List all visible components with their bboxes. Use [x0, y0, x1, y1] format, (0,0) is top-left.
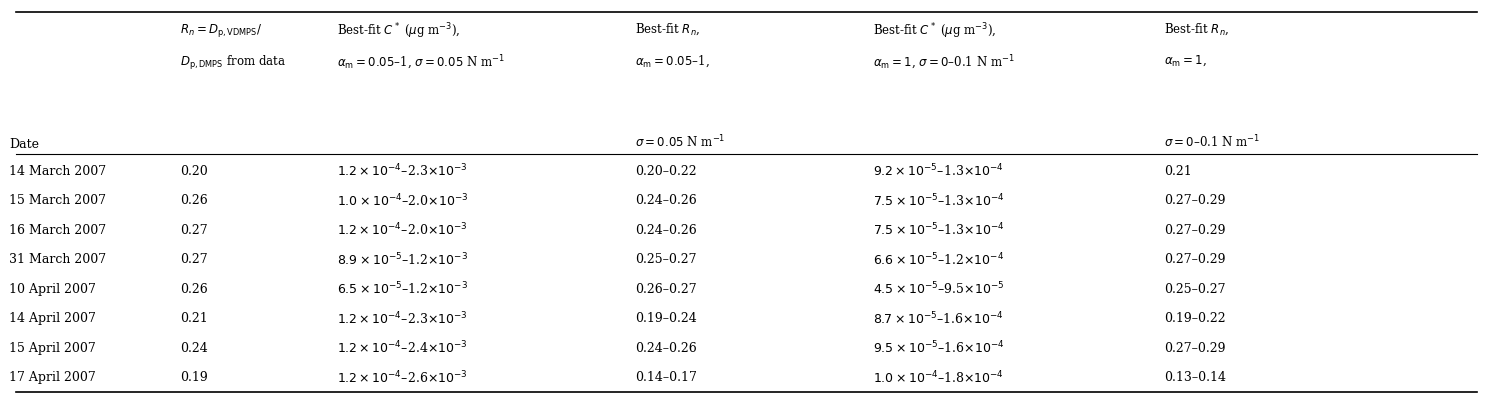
- Text: Best-fit $C^*$ ($\mu$g m$^{-3}$),: Best-fit $C^*$ ($\mu$g m$^{-3}$),: [873, 21, 997, 41]
- Text: 0.26–0.27: 0.26–0.27: [635, 282, 696, 295]
- Text: $1.0\times10^{-4}$–2.0$\times10^{-3}$: $1.0\times10^{-4}$–2.0$\times10^{-3}$: [337, 192, 467, 209]
- Text: $1.2\times10^{-4}$–2.3$\times10^{-3}$: $1.2\times10^{-4}$–2.3$\times10^{-3}$: [337, 310, 467, 326]
- Text: 15 April 2007: 15 April 2007: [9, 341, 96, 354]
- Text: 0.24–0.26: 0.24–0.26: [635, 223, 696, 236]
- Text: 0.19–0.24: 0.19–0.24: [635, 311, 696, 324]
- Text: $7.5\times10^{-5}$–1.3$\times10^{-4}$: $7.5\times10^{-5}$–1.3$\times10^{-4}$: [873, 192, 1005, 209]
- Text: 0.20: 0.20: [181, 164, 208, 177]
- Text: 0.13–0.14: 0.13–0.14: [1163, 370, 1226, 383]
- Text: $D_{\rm p,DMPS}$ from data: $D_{\rm p,DMPS}$ from data: [181, 54, 287, 72]
- Text: $1.2\times10^{-4}$–2.4$\times10^{-3}$: $1.2\times10^{-4}$–2.4$\times10^{-3}$: [337, 339, 467, 356]
- Text: 0.24–0.26: 0.24–0.26: [635, 341, 696, 354]
- Text: 15 March 2007: 15 March 2007: [9, 194, 106, 207]
- Text: $7.5\times10^{-5}$–1.3$\times10^{-4}$: $7.5\times10^{-5}$–1.3$\times10^{-4}$: [873, 222, 1005, 238]
- Text: $6.5\times10^{-5}$–1.2$\times10^{-3}$: $6.5\times10^{-5}$–1.2$\times10^{-3}$: [337, 280, 467, 297]
- Text: $4.5\times10^{-5}$–9.5$\times10^{-5}$: $4.5\times10^{-5}$–9.5$\times10^{-5}$: [873, 280, 1005, 297]
- Text: 0.25–0.27: 0.25–0.27: [1163, 282, 1226, 295]
- Text: $\alpha_{\rm m} = 1$, $\sigma = 0$–0.1 N m$^{-1}$: $\alpha_{\rm m} = 1$, $\sigma = 0$–0.1 N…: [873, 54, 1015, 72]
- Text: $\sigma = 0.05$ N m$^{-1}$: $\sigma = 0.05$ N m$^{-1}$: [635, 134, 726, 150]
- Text: 0.27–0.29: 0.27–0.29: [1163, 253, 1226, 266]
- Text: 0.20–0.22: 0.20–0.22: [635, 164, 696, 177]
- Text: $9.5\times10^{-5}$–1.6$\times10^{-4}$: $9.5\times10^{-5}$–1.6$\times10^{-4}$: [873, 339, 1005, 356]
- Text: $6.6\times10^{-5}$–1.2$\times10^{-4}$: $6.6\times10^{-5}$–1.2$\times10^{-4}$: [873, 251, 1005, 267]
- Text: 0.21: 0.21: [181, 311, 208, 324]
- Text: $\sigma = 0$–0.1 N m$^{-1}$: $\sigma = 0$–0.1 N m$^{-1}$: [1163, 134, 1260, 150]
- Text: $\alpha_{\rm m} = 0.05$–1, $\sigma = 0.05$ N m$^{-1}$: $\alpha_{\rm m} = 0.05$–1, $\sigma = 0.0…: [337, 54, 505, 72]
- Text: 0.27–0.29: 0.27–0.29: [1163, 194, 1226, 207]
- Text: $\alpha_{\rm m} = 0.05$–1,: $\alpha_{\rm m} = 0.05$–1,: [635, 54, 709, 69]
- Text: 0.26: 0.26: [181, 194, 208, 207]
- Text: 31 March 2007: 31 March 2007: [9, 253, 106, 266]
- Text: Best-fit $C^*$ ($\mu$g m$^{-3}$),: Best-fit $C^*$ ($\mu$g m$^{-3}$),: [337, 21, 460, 41]
- Text: Best-fit $R_n$,: Best-fit $R_n$,: [635, 21, 700, 37]
- Text: 0.26: 0.26: [181, 282, 208, 295]
- Text: 10 April 2007: 10 April 2007: [9, 282, 96, 295]
- Text: 0.24: 0.24: [181, 341, 208, 354]
- Text: 0.19–0.22: 0.19–0.22: [1163, 311, 1226, 324]
- Text: 17 April 2007: 17 April 2007: [9, 370, 96, 383]
- Text: $\alpha_{\rm m} = 1$,: $\alpha_{\rm m} = 1$,: [1163, 54, 1206, 68]
- Text: 0.24–0.26: 0.24–0.26: [635, 194, 696, 207]
- Text: 0.25–0.27: 0.25–0.27: [635, 253, 696, 266]
- Text: 0.21: 0.21: [1163, 164, 1191, 177]
- Text: 0.27–0.29: 0.27–0.29: [1163, 223, 1226, 236]
- Text: 0.14–0.17: 0.14–0.17: [635, 370, 697, 383]
- Text: 0.27: 0.27: [181, 223, 208, 236]
- Text: 14 April 2007: 14 April 2007: [9, 311, 96, 324]
- Text: $8.9\times10^{-5}$–1.2$\times10^{-3}$: $8.9\times10^{-5}$–1.2$\times10^{-3}$: [337, 251, 467, 267]
- Text: Best-fit $R_n$,: Best-fit $R_n$,: [1163, 21, 1229, 37]
- Text: 0.19: 0.19: [181, 370, 208, 383]
- Text: 0.27: 0.27: [181, 253, 208, 266]
- Text: $1.2\times10^{-4}$–2.6$\times10^{-3}$: $1.2\times10^{-4}$–2.6$\times10^{-3}$: [337, 369, 467, 385]
- Text: $1.2\times10^{-4}$–2.0$\times10^{-3}$: $1.2\times10^{-4}$–2.0$\times10^{-3}$: [337, 222, 467, 238]
- Text: 0.27–0.29: 0.27–0.29: [1163, 341, 1226, 354]
- Text: 14 March 2007: 14 March 2007: [9, 164, 106, 177]
- Text: $R_n = D_{\rm p, VDMPS}/$: $R_n = D_{\rm p, VDMPS}/$: [181, 21, 263, 38]
- Text: $1.0\times10^{-4}$–1.8$\times10^{-4}$: $1.0\times10^{-4}$–1.8$\times10^{-4}$: [873, 369, 1005, 385]
- Text: $9.2\times10^{-5}$–1.3$\times10^{-4}$: $9.2\times10^{-5}$–1.3$\times10^{-4}$: [873, 163, 1003, 179]
- Text: 16 March 2007: 16 March 2007: [9, 223, 106, 236]
- Text: Date: Date: [9, 137, 39, 150]
- Text: $8.7\times10^{-5}$–1.6$\times10^{-4}$: $8.7\times10^{-5}$–1.6$\times10^{-4}$: [873, 310, 1003, 326]
- Text: $1.2\times10^{-4}$–2.3$\times10^{-3}$: $1.2\times10^{-4}$–2.3$\times10^{-3}$: [337, 163, 467, 179]
